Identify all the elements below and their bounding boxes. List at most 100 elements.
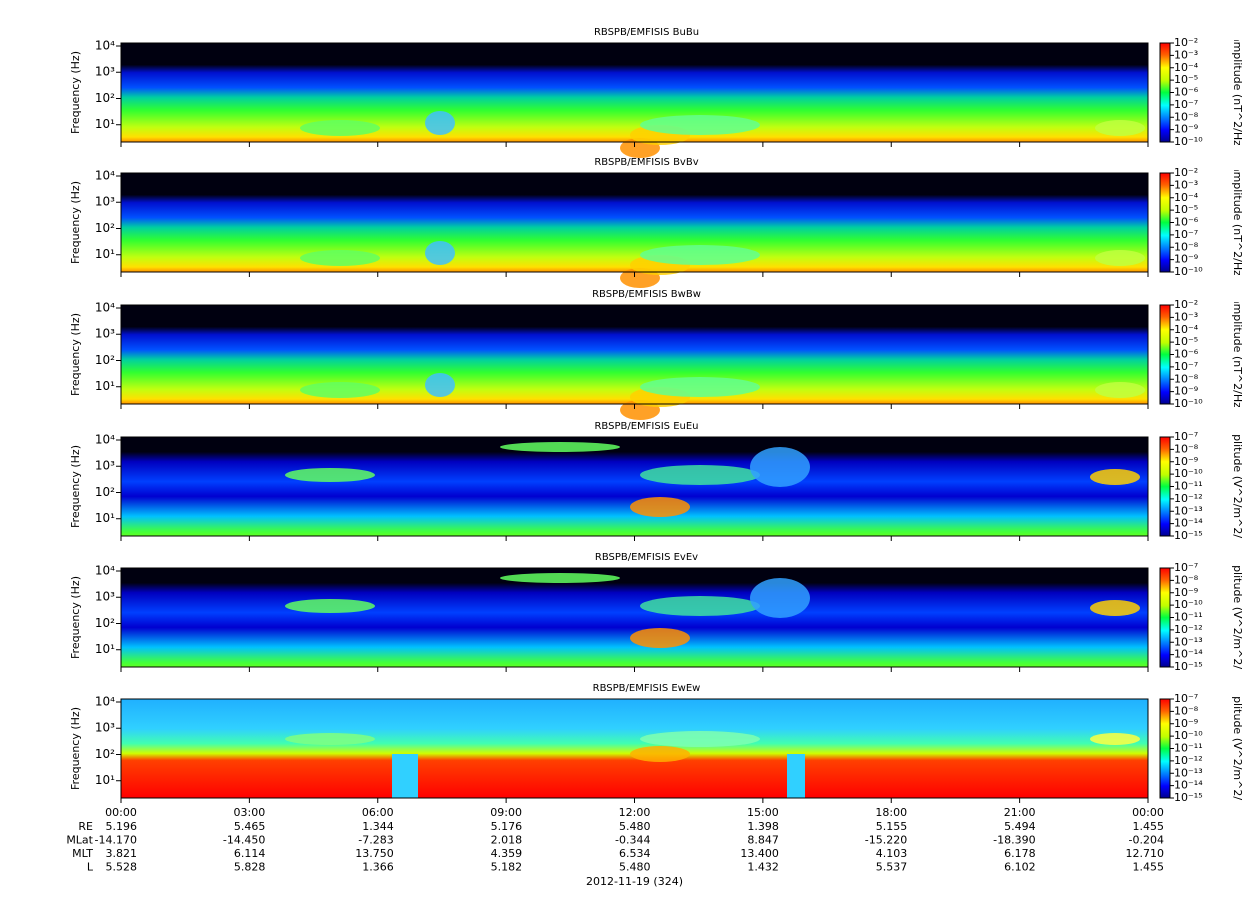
colorbar-label: amplitude (V^2/m^2/Hz) — [1231, 548, 1244, 688]
x-tick-label: 03:00 — [234, 806, 266, 819]
colorbar-tick-label: 10⁻¹⁴ — [1174, 517, 1203, 530]
colorbar-tick-label: 10⁻¹⁰ — [1174, 135, 1203, 148]
spectrogram-image — [121, 305, 1148, 404]
y-tick-label: 10² — [95, 91, 115, 105]
colorbar-tick-label: 10⁻¹⁴ — [1174, 648, 1203, 661]
ephemeris-label: MLat — [66, 834, 93, 847]
panel-title: RBSPB/EMFISIS BvBv — [594, 157, 698, 168]
y-axis-label: Frequency (Hz) — [69, 181, 82, 264]
ephemeris-value: -7.283 — [358, 834, 393, 847]
ephemeris-value: 4.359 — [491, 847, 523, 860]
colorbar-tick-label: 10⁻⁵ — [1174, 203, 1198, 216]
colorbar-label-group: amplitude (nT^2/Hz) — [1231, 170, 1244, 275]
spectral-feature — [1095, 382, 1145, 398]
panel-title: RBSPB/EMFISIS EuEu — [594, 421, 698, 432]
ephemeris-value: 13.750 — [355, 847, 394, 860]
colorbar-tick-label: 10⁻¹⁵ — [1174, 529, 1203, 542]
spectral-feature — [285, 599, 375, 613]
ephemeris-value: -0.204 — [1129, 834, 1164, 847]
colorbar-tick-label: 10⁻⁷ — [1174, 561, 1198, 574]
colorbar-tick-label: 10⁻⁴ — [1174, 61, 1199, 74]
ephemeris-value: 12.710 — [1126, 847, 1165, 860]
colorbar-label-group: amplitude (V^2/m^2/Hz) — [1231, 548, 1244, 688]
colorbar-tick-label: 10⁻⁷ — [1174, 228, 1198, 241]
y-tick-label: 10⁴ — [95, 300, 115, 314]
colorbar-tick-label: 10⁻¹³ — [1174, 635, 1203, 648]
ephemeris-value: 1.398 — [747, 820, 779, 833]
colorbar-label-group: amplitude (nT^2/Hz) — [1231, 297, 1244, 412]
colorbar — [1159, 172, 1171, 273]
ephemeris-label: MLT — [72, 847, 93, 860]
y-tick-label: 10³ — [95, 590, 115, 604]
spectral-feature — [640, 596, 760, 616]
colorbar — [1159, 42, 1171, 143]
spectral-feature — [300, 382, 380, 398]
spectrogram-image — [121, 43, 1148, 142]
ephemeris-value: 1.455 — [1133, 861, 1165, 874]
ephemeris-value: 13.400 — [740, 847, 779, 860]
spectral-feature — [630, 497, 690, 517]
spectral-feature — [630, 746, 690, 762]
y-tick-label: 10¹ — [95, 247, 115, 261]
x-tick-label: 15:00 — [747, 806, 779, 819]
y-tick-label: 10³ — [95, 65, 115, 79]
y-axis-label: Frequency (Hz) — [69, 707, 82, 790]
ephemeris-value: 6.178 — [1004, 847, 1036, 860]
spectral-feature — [1090, 469, 1140, 485]
spectral-feature — [640, 377, 760, 397]
ephemeris-value: 1.455 — [1133, 820, 1165, 833]
colorbar-label: amplitude (nT^2/Hz) — [1231, 35, 1244, 150]
ephemeris-value: 6.534 — [619, 847, 651, 860]
colorbar-tick-label: 10⁻⁶ — [1174, 348, 1199, 361]
ephemeris-value: 5.155 — [876, 820, 908, 833]
y-tick-label: 10⁴ — [95, 694, 115, 708]
panel-title: RBSPB/EMFISIS EvEv — [595, 552, 698, 563]
colorbar-tick-label: 10⁻¹⁰ — [1174, 598, 1203, 611]
colorbar-tick-label: 10⁻¹² — [1174, 623, 1203, 636]
colorbar-tick-label: 10⁻⁸ — [1174, 573, 1199, 586]
colorbar-tick-label: 10⁻² — [1174, 298, 1198, 311]
colorbar-tick-label: 10⁻² — [1174, 36, 1198, 49]
colorbar-tick-label: 10⁻¹⁰ — [1174, 265, 1203, 278]
ephemeris-value: 5.176 — [491, 820, 523, 833]
colorbar-tick-label: 10⁻⁸ — [1174, 372, 1199, 385]
ephemeris-value: 5.528 — [106, 861, 138, 874]
spectral-feature — [640, 465, 760, 485]
colorbar-tick-label: 10⁻⁹ — [1174, 123, 1198, 136]
ephemeris-label: L — [87, 861, 94, 874]
spectral-feature — [285, 733, 375, 745]
ephemeris-value: 6.102 — [1004, 861, 1036, 874]
ephemeris-value: 1.344 — [362, 820, 394, 833]
spectrogram-image — [121, 699, 1148, 798]
spectral-feature — [640, 245, 760, 265]
colorbar-tick-label: 10⁻¹⁴ — [1174, 779, 1203, 792]
ephemeris-value: 5.196 — [106, 820, 138, 833]
y-tick-label: 10³ — [95, 459, 115, 473]
colorbar — [1159, 567, 1171, 668]
colorbar-tick-label: 10⁻¹⁰ — [1174, 729, 1203, 742]
y-tick-label: 10¹ — [95, 511, 115, 525]
y-tick-label: 10² — [95, 353, 115, 367]
spectral-feature — [640, 115, 760, 135]
spectrogram-image — [121, 437, 1148, 536]
y-axis-label: Frequency (Hz) — [69, 51, 82, 134]
ephemeris-value: -18.390 — [993, 834, 1035, 847]
colorbar-tick-label: 10⁻⁹ — [1174, 586, 1198, 599]
colorbar-label-group: amplitude (nT^2/Hz) — [1231, 35, 1244, 150]
ephemeris-value: 2.018 — [491, 834, 523, 847]
colorbar-label: amplitude (nT^2/Hz) — [1231, 297, 1244, 412]
colorbar-tick-label: 10⁻³ — [1174, 310, 1198, 323]
x-tick-label: 09:00 — [490, 806, 522, 819]
x-tick-label: 18:00 — [875, 806, 907, 819]
colorbar-tick-label: 10⁻¹⁰ — [1174, 397, 1203, 410]
y-tick-label: 10¹ — [95, 642, 115, 656]
y-tick-label: 10⁴ — [95, 432, 115, 446]
ephemeris-value: 5.828 — [234, 861, 266, 874]
colorbar-tick-label: 10⁻⁸ — [1174, 240, 1199, 253]
colorbar-tick-label: 10⁻⁸ — [1174, 442, 1199, 455]
y-tick-label: 10¹ — [95, 379, 115, 393]
data-gap — [787, 754, 805, 798]
colorbar-tick-label: 10⁻¹¹ — [1174, 742, 1203, 755]
colorbar-tick-label: 10⁻⁷ — [1174, 360, 1198, 373]
colorbar-tick-label: 10⁻⁶ — [1174, 86, 1199, 99]
